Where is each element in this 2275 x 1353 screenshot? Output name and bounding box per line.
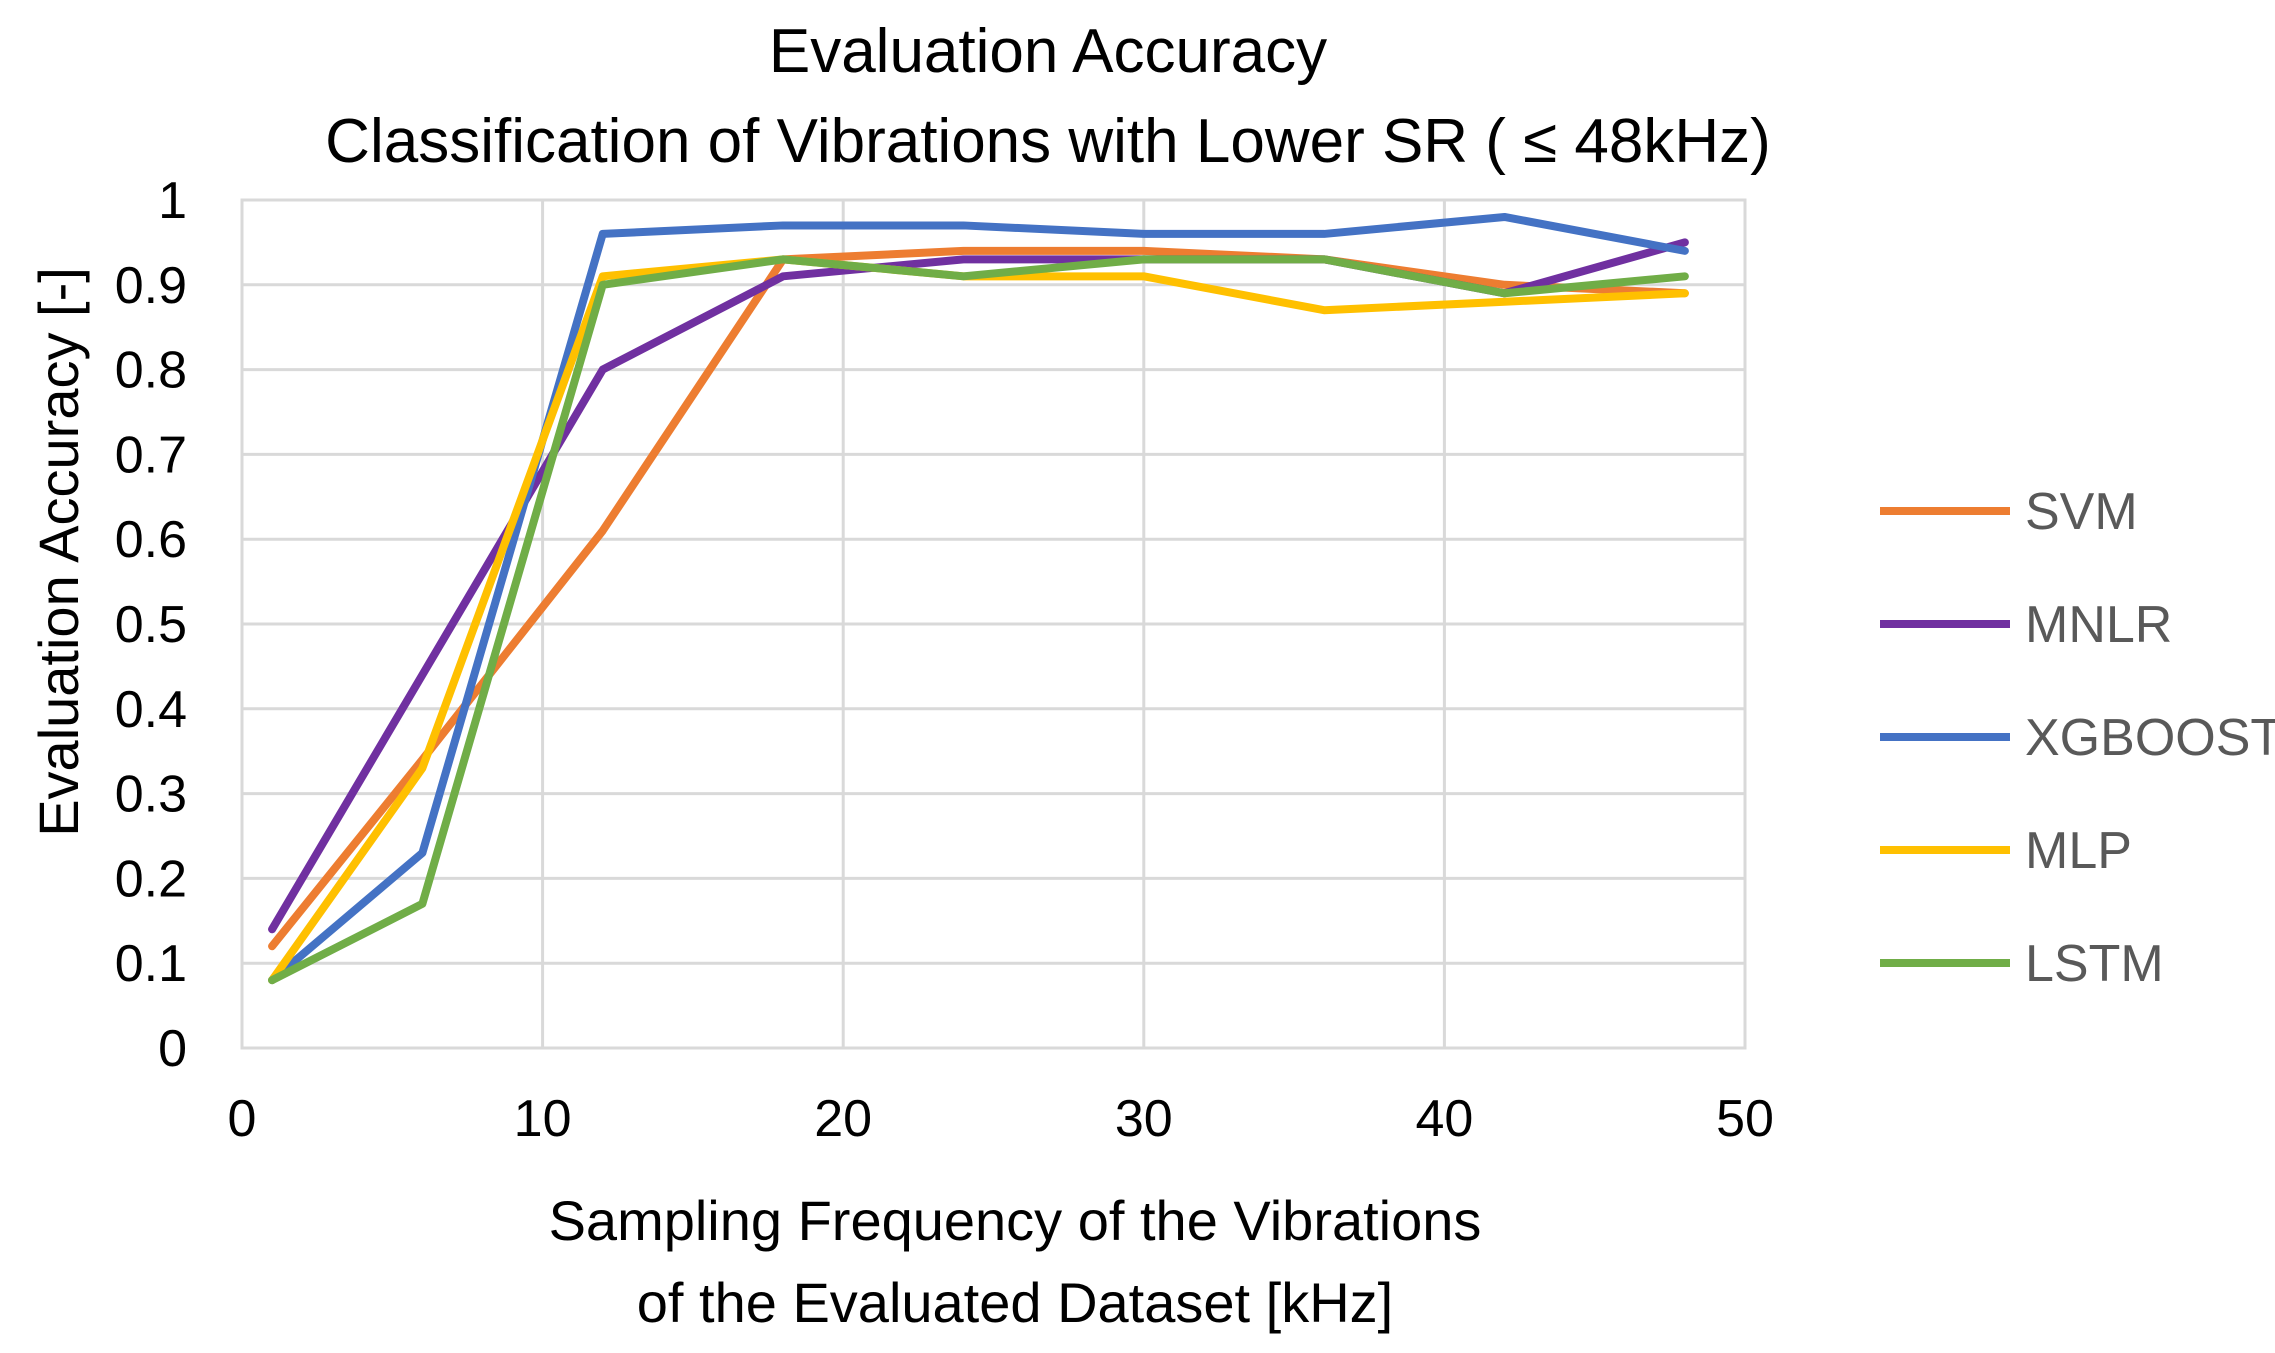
series-line-xgboost: [268, 212, 1689, 985]
plot-area: [240, 198, 1747, 1050]
series-lines: [268, 212, 1689, 985]
y-axis-label: Evaluation Accuracy [-]: [27, 267, 90, 837]
x-axis-label-line2: of the Evaluated Dataset [kHz]: [637, 1271, 1393, 1334]
x-tick-label: 20: [814, 1090, 872, 1148]
series-line-mnlr: [268, 238, 1689, 934]
gridlines: [240, 198, 1747, 1050]
x-axis-ticks: 0 10 20 30 40 50: [228, 1090, 1774, 1148]
legend-label-mnlr: MNLR: [2025, 596, 2172, 654]
y-tick-label: 0.4: [115, 681, 187, 739]
x-tick-label: 40: [1415, 1090, 1473, 1148]
legend-label-xgboost: XGBOOST: [2025, 709, 2275, 767]
y-tick-label: 1: [158, 172, 187, 230]
y-tick-label: 0.6: [115, 511, 187, 569]
x-tick-label: 30: [1115, 1090, 1173, 1148]
x-tick-label: 0: [228, 1090, 257, 1148]
y-tick-label: 0: [158, 1020, 187, 1078]
x-tick-label: 10: [514, 1090, 572, 1148]
legend-label-svm: SVM: [2025, 483, 2138, 541]
y-tick-label: 0.7: [115, 426, 187, 484]
y-tick-label: 0.1: [115, 935, 187, 993]
legend-label-lstm: LSTM: [2025, 935, 2164, 993]
legend: SVM MNLR XGBOOST MLP LSTM: [1880, 483, 2275, 993]
y-tick-label: 0.5: [115, 596, 187, 654]
x-axis-label-line1: Sampling Frequency of the Vibrations: [549, 1189, 1482, 1252]
y-tick-label: 0.3: [115, 766, 187, 824]
series-line-lstm: [268, 255, 1689, 985]
y-tick-label: 0.2: [115, 850, 187, 908]
y-tick-label: 0.8: [115, 342, 187, 400]
plot-border: [240, 198, 1747, 1050]
legend-label-mlp: MLP: [2025, 822, 2132, 880]
chart-title: Evaluation Accuracy: [769, 17, 1327, 86]
y-tick-label: 0.9: [115, 257, 187, 315]
chart-subtitle: Classification of Vibrations with Lower …: [325, 107, 1771, 176]
series-line-mlp: [268, 255, 1689, 985]
x-tick-label: 50: [1716, 1090, 1774, 1148]
y-axis-ticks: 0 0.1 0.2 0.3 0.4 0.5 0.6 0.7 0.8 0.9 1: [115, 172, 187, 1078]
